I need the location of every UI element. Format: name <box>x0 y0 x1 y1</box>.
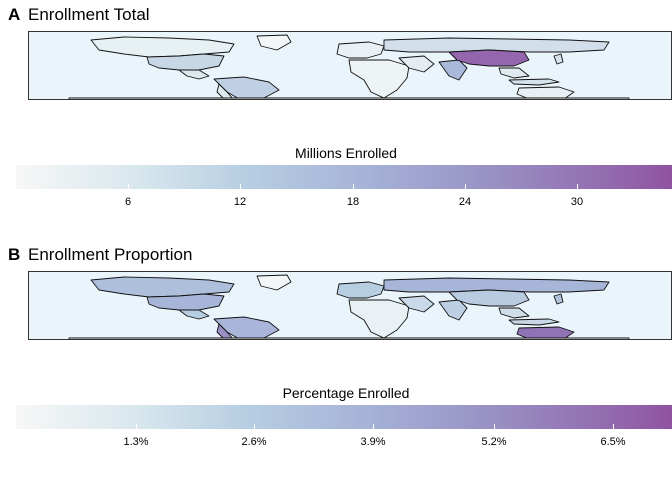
map-africa <box>348 59 410 99</box>
color-scale-bar <box>16 165 672 189</box>
tick-mark <box>373 424 374 429</box>
map-greenland <box>256 274 292 291</box>
panel-enrollment-proportion: B Enrollment Proportion <box>0 240 672 480</box>
panel-tag: A <box>8 5 21 24</box>
tick-label: 30 <box>570 196 584 208</box>
tick-label: 24 <box>458 196 472 208</box>
map-china <box>448 289 530 307</box>
tick-label: 2.6% <box>241 436 267 448</box>
map-argentina <box>216 323 234 339</box>
map-europe <box>336 41 385 59</box>
panel-tag: B <box>8 245 21 264</box>
world-map-svg <box>68 34 630 99</box>
tick-label: 6.5% <box>600 436 626 448</box>
map-canada <box>90 276 235 298</box>
map-antarctica <box>68 97 630 99</box>
map-japan <box>553 293 564 305</box>
map-se-asia <box>498 307 530 319</box>
tick-mark <box>128 184 129 189</box>
map-australia <box>516 326 575 339</box>
map-australia <box>516 86 575 99</box>
world-map <box>28 31 672 100</box>
map-se-asia <box>498 67 530 79</box>
map-russia <box>383 277 610 293</box>
panel-title: Enrollment Proportion <box>28 245 193 264</box>
map-indonesia <box>508 78 560 86</box>
map-usa <box>146 293 225 311</box>
tick-mark <box>465 184 466 189</box>
tick-mark <box>613 424 614 429</box>
map-argentina <box>216 83 234 99</box>
legend-title: Percentage Enrolled <box>282 385 410 401</box>
map-russia <box>383 37 610 53</box>
map-usa <box>146 53 225 71</box>
map-middle-east <box>398 295 435 313</box>
panel-title: Enrollment Total <box>28 5 150 24</box>
tick-mark <box>254 424 255 429</box>
map-central-america <box>178 69 210 80</box>
tick-mark <box>494 424 495 429</box>
tick-label: 1.3% <box>123 436 149 448</box>
tick-mark <box>240 184 241 189</box>
tick-mark <box>577 184 578 189</box>
map-europe <box>336 281 385 299</box>
map-africa <box>348 299 410 339</box>
tick-label: 3.9% <box>360 436 386 448</box>
tick-label: 5.2% <box>481 436 507 448</box>
map-middle-east <box>398 55 435 73</box>
map-japan <box>553 53 564 65</box>
map-china <box>448 49 530 67</box>
world-map-svg <box>68 274 630 339</box>
tick-label: 6 <box>124 196 132 208</box>
map-central-america <box>178 309 210 320</box>
map-antarctica <box>68 337 630 339</box>
tick-label: 18 <box>346 196 360 208</box>
legend-title: Millions Enrolled <box>295 145 397 161</box>
color-scale-bar <box>16 405 672 429</box>
map-greenland <box>256 34 292 51</box>
tick-label: 12 <box>233 196 247 208</box>
world-map <box>28 271 672 340</box>
tick-mark <box>353 184 354 189</box>
map-canada <box>90 36 235 58</box>
panel-enrollment-total: A Enrollment Total <box>8 5 672 208</box>
map-india <box>438 299 468 321</box>
tick-mark <box>136 424 137 429</box>
map-india <box>438 59 468 81</box>
map-indonesia <box>508 318 560 326</box>
